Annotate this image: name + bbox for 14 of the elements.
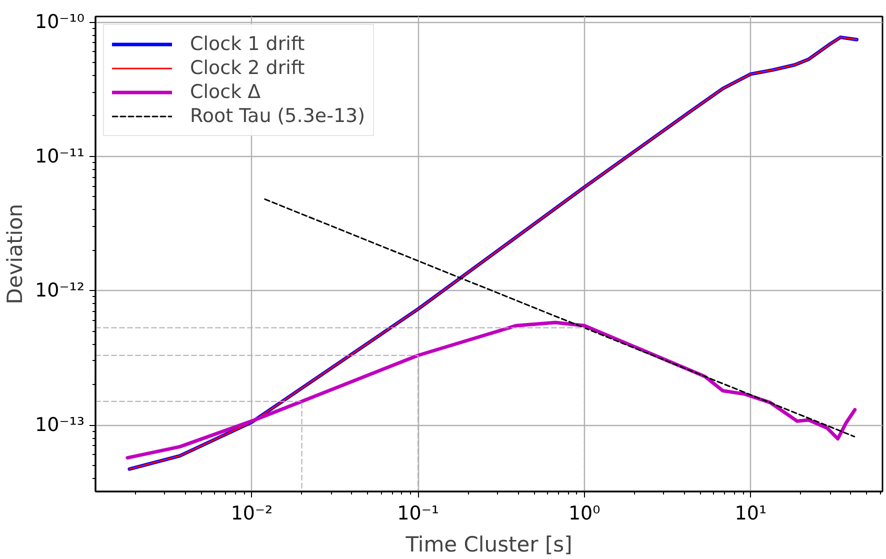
x-axis-title: Time Cluster [s] [404, 532, 572, 556]
legend-label: Clock 2 drift [190, 57, 305, 79]
legend-label: Clock Δ [190, 81, 261, 103]
x-tick-label: 10⁻² [230, 502, 273, 524]
y-tick-label: 10⁻¹³ [35, 414, 85, 436]
x-tick-label: 10¹ [734, 502, 767, 524]
legend-label: Clock 1 drift [190, 33, 305, 55]
x-tick-label: 10⁻¹ [397, 502, 439, 524]
y-axis-title: Deviation [3, 204, 28, 304]
x-tick-label: 10⁰ [568, 502, 600, 524]
legend-label: Root Tau (5.3e-13) [190, 105, 366, 127]
y-tick-label: 10⁻¹⁰ [35, 11, 85, 34]
y-tick-label: 10⁻¹² [35, 280, 85, 302]
y-tick-label: 10⁻¹¹ [35, 145, 85, 168]
